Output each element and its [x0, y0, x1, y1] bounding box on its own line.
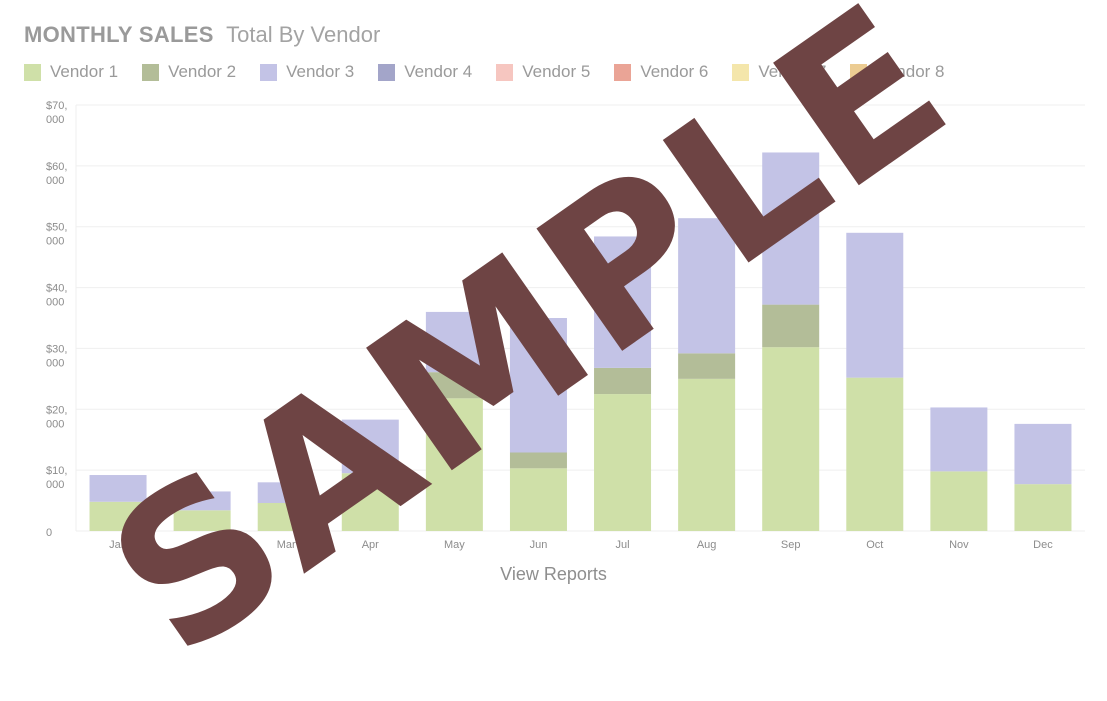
x-tick-label: Apr	[362, 539, 379, 551]
y-tick-label: $20, 000	[46, 404, 67, 430]
y-tick-label: 0	[46, 527, 52, 539]
y-tick-label: $10, 000	[46, 465, 67, 491]
legend-item[interactable]: Vendor 7	[732, 62, 826, 82]
legend-swatch	[732, 63, 750, 81]
bar-segment	[762, 304, 820, 348]
bar-segment	[1014, 423, 1072, 485]
legend-item[interactable]: Vendor 1	[24, 62, 118, 82]
chart-legend: Vendor 1 Vendor 2 Vendor 3 Vendor 4 Vendor 5…	[24, 62, 969, 82]
y-tick-label: $60, 000	[46, 161, 67, 187]
bar-segment	[509, 468, 567, 531]
bar-segment	[425, 372, 483, 399]
bar-segment	[89, 475, 147, 502]
bar-segment	[509, 452, 567, 469]
bar-segment	[594, 236, 652, 368]
bar-segment	[257, 482, 315, 504]
bar-segment	[930, 407, 988, 472]
legend-label: Vendor 1	[50, 62, 119, 81]
legend-item[interactable]: Vendor 4	[378, 62, 472, 82]
chart-title: MONTHLY SALES	[24, 22, 214, 47]
bar-segment	[678, 353, 736, 379]
chart-header: MONTHLY SALES Total By Vendor	[24, 22, 380, 48]
bar-segment	[1014, 484, 1072, 531]
legend-label: Vendor 8	[876, 62, 945, 81]
legend-label: Vendor 2	[168, 62, 237, 81]
legend-item[interactable]: Vendor 5	[496, 62, 590, 82]
x-tick-label: Nov	[949, 539, 969, 551]
legend-swatch	[24, 63, 41, 81]
legend-label: Vendor 7	[758, 62, 827, 81]
legend-label: Vendor 5	[522, 62, 591, 81]
bar-segment	[678, 378, 736, 531]
x-tick-label: Feb	[193, 539, 212, 551]
y-tick-label: $40, 000	[46, 283, 67, 309]
legend-item[interactable]: Vendor 8	[850, 62, 945, 82]
legend-swatch	[378, 63, 396, 81]
legend-label: Vendor 4	[404, 62, 473, 81]
bar-segment	[762, 347, 820, 531]
bar-segment	[257, 503, 315, 531]
x-tick-label: Aug	[697, 539, 717, 551]
legend-swatch	[142, 63, 160, 81]
bar-segment	[341, 473, 399, 531]
legend-swatch	[614, 63, 632, 81]
y-tick-label: $30, 000	[46, 343, 67, 369]
x-tick-label: Dec	[1033, 539, 1053, 551]
bar-segment	[509, 318, 567, 453]
bar-segment	[594, 394, 652, 531]
legend-swatch	[496, 63, 514, 81]
x-tick-label: Sep	[781, 539, 801, 551]
stacked-bar-chart: 0 $10, 000 $20, 000 $30, 000 $40, 000 $50, 000 $60,…	[46, 100, 1085, 551]
chart-subtitle: Total By Vendor	[226, 22, 381, 47]
bar-segment	[594, 367, 652, 395]
legend-label: Vendor 6	[640, 62, 709, 81]
bar-segment	[341, 419, 399, 474]
x-tick-label: Jul	[616, 539, 630, 551]
bar-segment	[173, 510, 231, 531]
x-tick-label: Jan	[109, 539, 127, 551]
legend-item[interactable]: Vendor 2	[142, 62, 236, 82]
bar-segment	[173, 491, 231, 511]
bar-segment	[846, 377, 904, 531]
legend-item[interactable]: Vendor 3	[260, 62, 354, 82]
x-tick-label: Oct	[866, 539, 883, 551]
bar-segment	[425, 311, 483, 373]
bar-segment	[678, 218, 736, 354]
x-tick-label: May	[444, 539, 465, 551]
bar-segment	[425, 398, 483, 531]
legend-swatch	[850, 63, 868, 81]
legend-swatch	[260, 63, 278, 81]
y-tick-label: $50, 000	[46, 222, 67, 248]
y-tick-label: $70, 000	[46, 100, 67, 126]
bar-segment	[762, 152, 820, 305]
legend-item[interactable]: Vendor 6	[614, 62, 708, 82]
bar-segment	[846, 232, 904, 378]
view-reports-link[interactable]: View Reports	[500, 564, 607, 584]
bar-segment	[930, 471, 988, 531]
x-tick-label: Jun	[530, 539, 548, 551]
x-tick-label: Mar	[277, 539, 296, 551]
legend-label: Vendor 3	[286, 62, 355, 81]
bar-segment	[89, 501, 147, 531]
